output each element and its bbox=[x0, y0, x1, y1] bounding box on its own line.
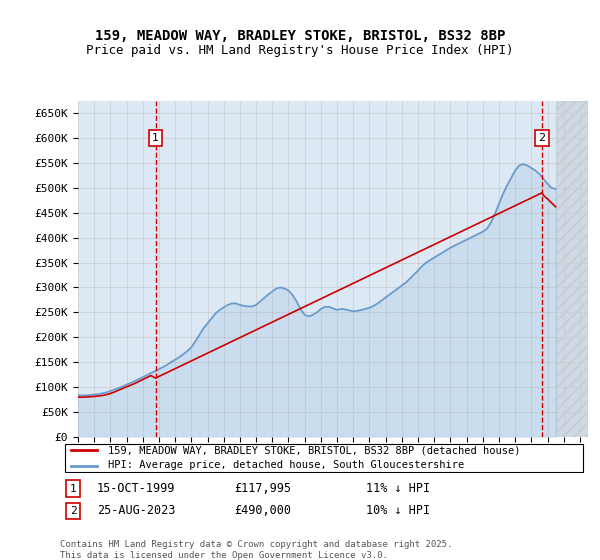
Text: 159, MEADOW WAY, BRADLEY STOKE, BRISTOL, BS32 8BP: 159, MEADOW WAY, BRADLEY STOKE, BRISTOL,… bbox=[95, 29, 505, 44]
FancyBboxPatch shape bbox=[65, 444, 583, 472]
Text: 10% ↓ HPI: 10% ↓ HPI bbox=[366, 505, 430, 517]
Text: Price paid vs. HM Land Registry's House Price Index (HPI): Price paid vs. HM Land Registry's House … bbox=[86, 44, 514, 57]
Text: 25-AUG-2023: 25-AUG-2023 bbox=[97, 505, 175, 517]
Text: HPI: Average price, detached house, South Gloucestershire: HPI: Average price, detached house, Sout… bbox=[107, 460, 464, 470]
Text: Contains HM Land Registry data © Crown copyright and database right 2025.
This d: Contains HM Land Registry data © Crown c… bbox=[60, 540, 452, 560]
Text: 2: 2 bbox=[70, 506, 77, 516]
Text: £490,000: £490,000 bbox=[234, 505, 291, 517]
Text: 11% ↓ HPI: 11% ↓ HPI bbox=[366, 482, 430, 495]
Text: 1: 1 bbox=[70, 483, 77, 493]
Text: £117,995: £117,995 bbox=[234, 482, 291, 495]
Bar bbox=[556, 101, 588, 437]
Text: 1: 1 bbox=[152, 133, 159, 143]
Text: 159, MEADOW WAY, BRADLEY STOKE, BRISTOL, BS32 8BP (detached house): 159, MEADOW WAY, BRADLEY STOKE, BRISTOL,… bbox=[107, 445, 520, 455]
Text: 15-OCT-1999: 15-OCT-1999 bbox=[97, 482, 175, 495]
Text: 2: 2 bbox=[538, 133, 545, 143]
